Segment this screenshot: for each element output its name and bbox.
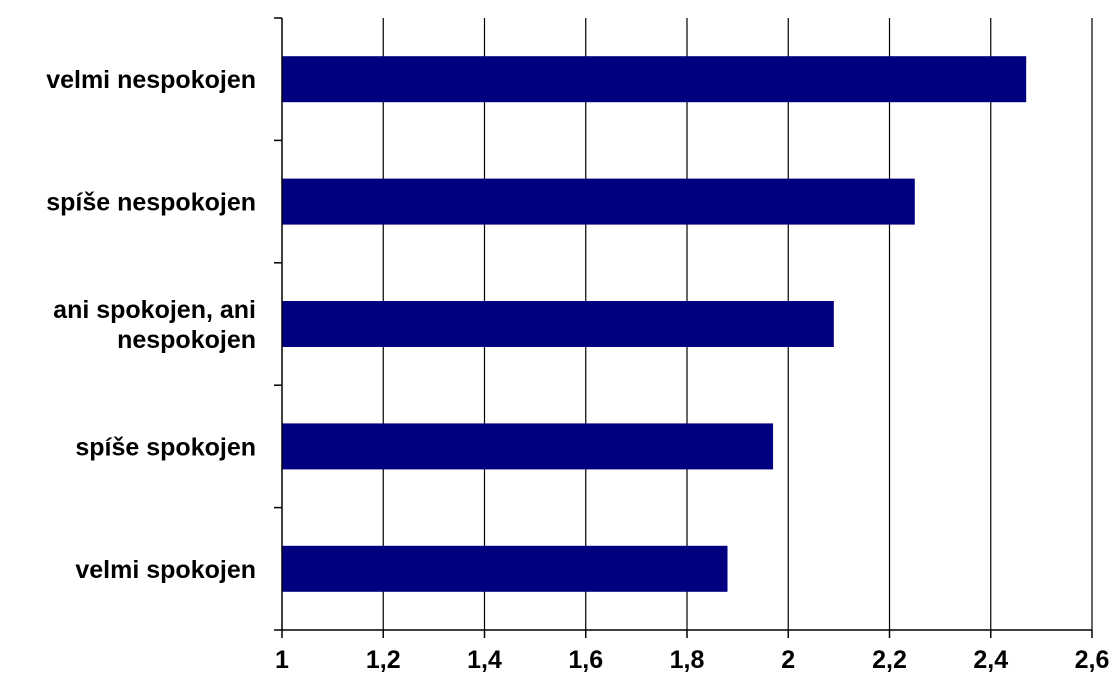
bar	[282, 545, 728, 592]
bar	[282, 56, 1027, 103]
category-label: velmi nespokojen	[46, 66, 256, 94]
x-tick-label: 1,8	[670, 646, 705, 674]
bar	[282, 178, 915, 225]
x-tick-label: 1,2	[366, 646, 401, 674]
category-label: spíše nespokojen	[46, 189, 256, 217]
category-label: velmi spokojen	[75, 556, 256, 584]
x-tick-labels: 1 1,2 1,4 1,6 1,8 2 2,2 2,4 2,6	[275, 646, 1109, 674]
axes	[274, 17, 1093, 638]
bars	[282, 56, 1027, 592]
bar	[282, 301, 834, 347]
x-tick-label: 1,6	[568, 646, 603, 674]
bar	[282, 423, 774, 470]
x-tick-label: 2,2	[872, 646, 907, 674]
x-tick-label: 1,4	[467, 646, 502, 674]
x-tick-label: 2,6	[1075, 646, 1110, 674]
category-label: ani spokojen, ani nespokojen	[53, 296, 256, 354]
x-tick-label: 2,4	[973, 646, 1008, 674]
x-tick-label: 2	[781, 646, 795, 674]
category-label: spíše spokojen	[75, 433, 256, 461]
category-labels: velmi nespokojen spíše nespokojen ani spok…	[46, 66, 256, 584]
x-tick-label: 1	[275, 646, 289, 674]
